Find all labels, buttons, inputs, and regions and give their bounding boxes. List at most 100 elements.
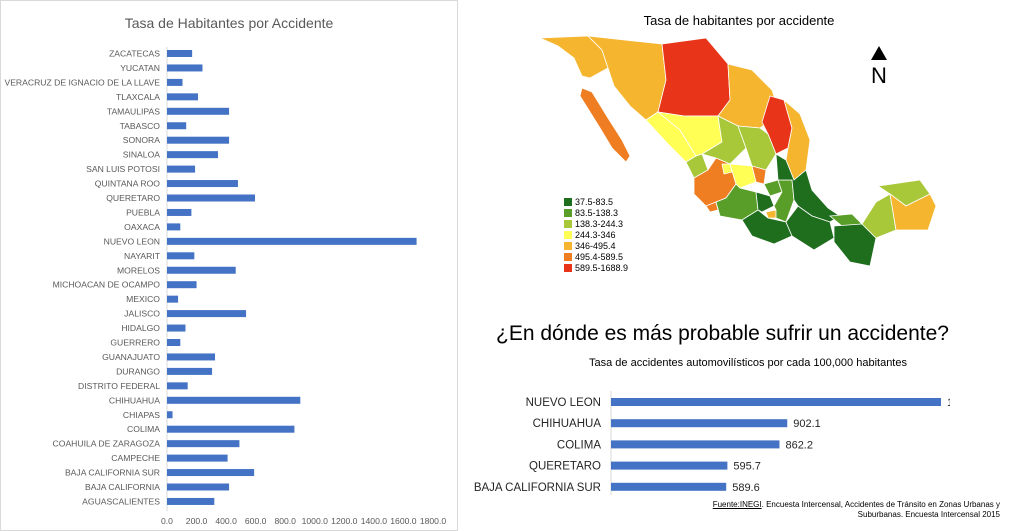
- left-chart-bar: [167, 324, 186, 332]
- left-chart-category-label: PUEBLA: [126, 207, 160, 217]
- left-chart-category-label: DISTRITO FEDERAL: [78, 381, 160, 391]
- legend-swatch: [564, 263, 572, 272]
- left-chart-bar: [167, 425, 295, 433]
- legend-swatch: [564, 197, 572, 206]
- left-chart-bar: [167, 266, 236, 274]
- left-chart-bar: [167, 64, 203, 72]
- left-chart-category-label: CHIAPAS: [123, 410, 160, 420]
- left-chart-category-label: COLIMA: [127, 424, 160, 434]
- left-chart-tick-label: 1000.0: [302, 516, 329, 526]
- legend-label: 589.5-1688.9: [575, 262, 629, 273]
- left-chart-bar: [167, 469, 255, 477]
- legend-label: 83.5-138.3: [575, 207, 619, 218]
- source-text-2: Suburbanas. Encuesta Intercensal 2015: [857, 510, 1000, 519]
- left-chart-category-label: TAMAULIPAS: [107, 106, 160, 116]
- map-state-morelos: [765, 209, 777, 219]
- top5-value-label: 589.6: [732, 482, 760, 494]
- left-chart-category-label: MORELOS: [117, 265, 160, 275]
- left-chart-category-label: GUERRERO: [110, 338, 160, 348]
- legend-label: 244.3-346: [575, 229, 616, 240]
- left-chart-category-label: SINALOA: [123, 150, 161, 160]
- map-state-oaxaca: [785, 205, 835, 251]
- left-chart-category-label: AGUASCALIENTES: [82, 496, 160, 506]
- map-state-baja-california-sur: [579, 87, 631, 163]
- left-chart-bar: [167, 136, 230, 144]
- left-chart-bar: [167, 93, 199, 101]
- legend-swatch: [564, 219, 572, 228]
- left-chart-bar: [167, 122, 187, 130]
- left-chart-bar: [167, 252, 195, 260]
- left-chart-category-label: MEXICO: [126, 294, 160, 304]
- legend-swatch: [564, 208, 572, 217]
- left-chart-tick-label: 400.0: [215, 516, 237, 526]
- legend-item: 346-495.4: [564, 240, 628, 251]
- legend-item: 589.5-1688.9: [564, 262, 628, 273]
- top5-value-label: 862.2: [785, 439, 813, 451]
- left-chart-category-label: DURANGO: [116, 366, 160, 376]
- top5-category-label: QUERETARO: [529, 461, 601, 473]
- left-chart-category-label: SAN LUIS POTOSI: [86, 164, 160, 174]
- left-chart-category-label: GUANAJUATO: [102, 352, 160, 362]
- left-chart-tick-label: 200.0: [186, 516, 208, 526]
- left-chart-tick-label: 600.0: [245, 516, 267, 526]
- left-chart-bar: [167, 483, 230, 491]
- left-chart-tick-label: 800.0: [274, 516, 296, 526]
- left-chart-bar: [167, 411, 173, 419]
- left-chart-category-label: NUEVO LEON: [104, 236, 160, 246]
- left-chart-bar: [167, 237, 417, 245]
- source-label: Fuente:INEGI: [712, 500, 762, 509]
- top5-value-label: 1688.9: [947, 397, 950, 409]
- source-text-1: . Encuesta Intercensal, Accidentes de Tr…: [761, 500, 1000, 509]
- left-chart-category-label: OAXACA: [124, 222, 160, 232]
- map-legend: 37.5-83.5 83.5-138.3 138.3-244.3 244.3-3…: [564, 196, 628, 273]
- left-chart-category-label: TLAXCALA: [116, 92, 160, 102]
- left-chart-category-label: VERACRUZ DE IGNACIO DE LA LLAVE: [4, 77, 160, 87]
- left-chart-tick-label: 1800.0: [420, 516, 447, 526]
- left-chart-category-label: QUERETARO: [106, 193, 160, 203]
- left-chart-bar: [167, 165, 196, 173]
- map-state-mexico: [755, 191, 775, 213]
- left-chart-bar: [167, 396, 301, 404]
- legend-swatch: [564, 252, 572, 261]
- top5-bar: [611, 398, 941, 406]
- left-chart-bar: [167, 310, 247, 318]
- left-chart-category-label: HIDALGO: [121, 323, 160, 333]
- left-chart-category-label: YUCATAN: [120, 63, 160, 73]
- legend-label: 37.5-83.5: [575, 196, 614, 207]
- left-chart-bar: [167, 107, 230, 115]
- legend-label: 495.4-589.5: [575, 251, 624, 262]
- source-note: Fuente:INEGI. Encuesta Intercensal, Acci…: [690, 500, 1000, 520]
- left-chart-category-label: CHIHUAHUA: [109, 395, 160, 405]
- legend-swatch: [564, 230, 572, 239]
- left-chart-category-label: BAJA CALIFORNIA SUR: [65, 468, 160, 478]
- top5-bar-chart: NUEVO LEON 1688.9 CHIHUAHUA 902.1 COLIMA 862.…: [474, 391, 950, 495]
- left-chart-category-label: ZACATECAS: [109, 49, 160, 59]
- top5-category-label: CHIHUAHUA: [533, 418, 602, 430]
- left-chart-category-label: TABASCO: [120, 121, 161, 131]
- left-bar-chart: ZACATECAS YUCATAN VERACRUZ DE IGNACIO DE L…: [4, 47, 447, 526]
- left-chart-category-label: SONORA: [123, 135, 161, 145]
- map-state-quintana-roo: [889, 193, 937, 231]
- left-chart-bar: [167, 194, 256, 202]
- left-chart-bar: [167, 223, 181, 231]
- top5-bar: [611, 461, 728, 470]
- left-chart-bar: [167, 440, 240, 448]
- map-state-nayarit: [685, 153, 709, 179]
- top5-value-label: 595.7: [733, 461, 761, 473]
- left-chart-category-label: JALISCO: [124, 309, 160, 319]
- left-chart-bar: [167, 295, 179, 303]
- headline: ¿En dónde es más probable sufrir un acci…: [496, 322, 949, 345]
- top5-category-label: COLIMA: [557, 439, 601, 451]
- legend-label: 346-495.4: [575, 240, 616, 251]
- top5-bar: [611, 419, 788, 428]
- left-chart-bar: [167, 497, 215, 505]
- legend-item: 138.3-244.3: [564, 218, 628, 229]
- left-chart-bar: [167, 151, 218, 159]
- north-label: N: [871, 63, 887, 88]
- legend-swatch: [564, 241, 572, 250]
- left-chart-title: Tasa de Habitantes por Accidente: [124, 15, 334, 31]
- legend-item: 495.4-589.5: [564, 251, 628, 262]
- map-state-chihuahua: [657, 37, 731, 117]
- top5-bar: [611, 482, 727, 491]
- left-chart-bar: [167, 78, 183, 86]
